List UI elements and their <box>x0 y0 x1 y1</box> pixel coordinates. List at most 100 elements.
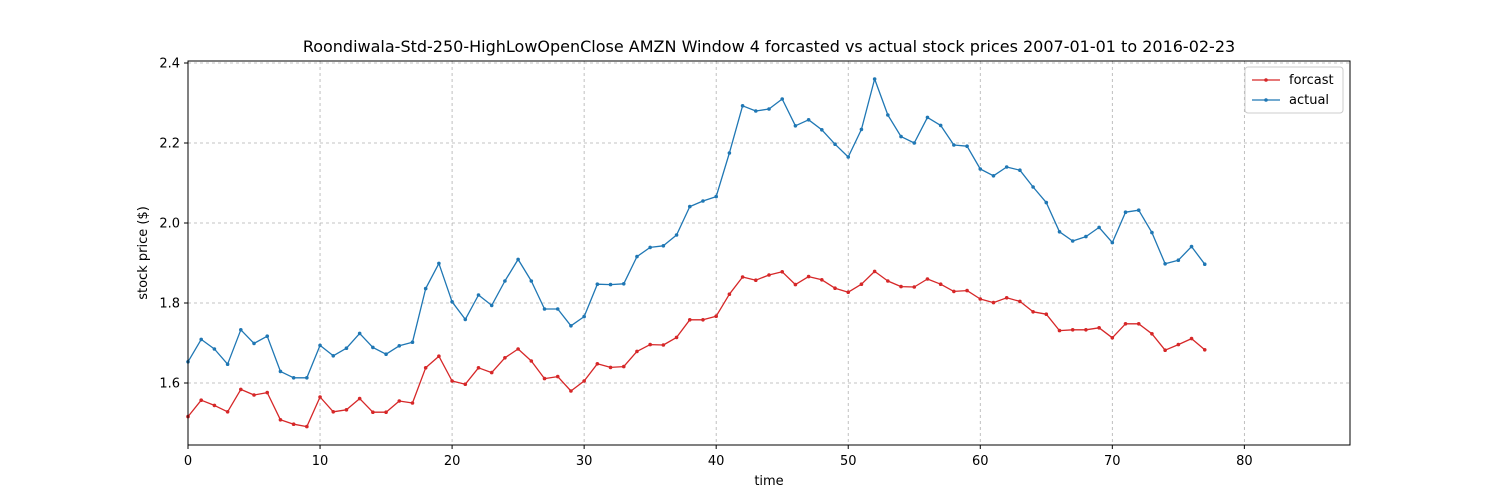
data-point-forcast <box>872 269 877 274</box>
data-point-actual <box>608 282 613 287</box>
y-tick-label: 2.4 <box>159 57 180 72</box>
data-point-forcast <box>621 364 626 369</box>
data-point-forcast <box>397 399 402 403</box>
data-point-forcast <box>344 408 349 412</box>
data-point-actual <box>595 282 600 287</box>
data-point-forcast <box>437 354 441 359</box>
data-point-actual <box>820 128 824 132</box>
data-point-forcast <box>463 382 468 387</box>
data-point-actual <box>912 141 917 145</box>
data-point-actual <box>925 115 930 120</box>
legend-forcast-marker <box>1264 78 1268 82</box>
data-point-actual <box>371 345 375 350</box>
data-point-forcast <box>674 335 679 340</box>
data-point-forcast <box>793 282 798 287</box>
data-point-actual <box>1123 210 1128 214</box>
data-point-actual <box>714 194 718 199</box>
data-point-forcast <box>542 376 547 381</box>
data-point-actual <box>318 343 322 348</box>
data-point-actual <box>569 324 573 328</box>
data-point-actual <box>701 199 705 203</box>
data-point-forcast <box>1176 342 1181 347</box>
data-point-actual <box>252 341 256 346</box>
data-point-actual <box>1163 262 1167 266</box>
data-point-actual <box>1004 165 1009 169</box>
data-point-forcast <box>899 284 903 289</box>
data-point-actual <box>423 286 428 291</box>
data-point-actual <box>437 261 441 266</box>
data-point-forcast <box>661 343 666 347</box>
data-point-forcast <box>371 410 375 415</box>
data-point-actual <box>503 279 507 283</box>
data-point-forcast <box>1123 322 1128 326</box>
data-point-forcast <box>859 282 864 287</box>
data-point-forcast <box>925 277 930 281</box>
data-point-forcast <box>503 356 507 360</box>
data-point-forcast <box>410 401 415 405</box>
legend-actual-label: actual <box>1289 93 1329 108</box>
data-point-forcast <box>476 366 481 370</box>
y-axis-label: stock price ($) <box>136 206 151 300</box>
data-point-actual <box>740 104 745 108</box>
data-point-actual <box>1189 244 1194 249</box>
data-point-forcast <box>1097 326 1101 330</box>
data-point-actual <box>621 282 626 286</box>
data-point-forcast <box>423 366 428 370</box>
data-point-actual <box>1150 230 1154 235</box>
data-point-actual <box>1176 258 1181 263</box>
data-point-forcast <box>450 379 454 383</box>
data-point-actual <box>846 155 851 159</box>
data-point-forcast <box>529 359 534 363</box>
data-point-actual <box>463 317 468 322</box>
data-point-forcast <box>1018 299 1022 304</box>
data-point-actual <box>239 328 243 332</box>
y-tick-label: 1.6 <box>159 377 180 392</box>
x-tick-label: 80 <box>1236 454 1253 469</box>
data-point-actual <box>767 107 771 111</box>
data-point-actual <box>212 347 217 351</box>
data-point-actual <box>661 244 666 248</box>
data-point-actual <box>1110 240 1115 245</box>
data-point-forcast <box>384 410 388 415</box>
legend: forcast actual <box>1244 66 1344 114</box>
data-point-actual <box>1084 234 1088 239</box>
data-point-actual <box>397 344 402 348</box>
legend-box <box>1244 66 1344 114</box>
data-point-actual <box>476 293 481 297</box>
grid-lines <box>188 61 1350 445</box>
data-point-actual <box>780 97 785 101</box>
data-point-forcast <box>648 342 652 347</box>
data-point-forcast <box>278 418 283 422</box>
x-tick-label: 30 <box>576 454 593 469</box>
data-point-actual <box>489 303 494 308</box>
data-point-actual <box>687 204 692 209</box>
data-point-forcast <box>1150 332 1154 336</box>
data-point-actual <box>859 127 864 132</box>
data-point-forcast <box>225 410 230 414</box>
data-point-actual <box>1070 239 1075 243</box>
data-point-actual <box>410 340 415 345</box>
data-point-actual <box>357 331 362 336</box>
data-point-forcast <box>305 424 309 429</box>
data-point-actual <box>872 77 877 81</box>
data-point-actual <box>753 109 758 113</box>
data-point-forcast <box>608 365 613 370</box>
data-point-forcast <box>833 286 837 291</box>
data-point-forcast <box>978 297 983 301</box>
data-point-forcast <box>991 300 996 305</box>
data-point-actual <box>793 124 798 128</box>
data-point-forcast <box>582 379 586 383</box>
data-point-actual <box>529 279 534 283</box>
series-line-actual <box>187 78 1206 379</box>
data-point-forcast <box>555 374 560 379</box>
data-point-forcast <box>1189 336 1194 341</box>
data-point-forcast <box>489 370 494 375</box>
data-point-forcast <box>635 349 639 354</box>
data-point-actual <box>1031 185 1035 189</box>
data-point-forcast <box>767 273 771 277</box>
data-point-forcast <box>1057 328 1062 333</box>
data-point-actual <box>265 334 270 339</box>
data-point-forcast <box>1110 336 1115 340</box>
data-point-forcast <box>753 278 758 283</box>
